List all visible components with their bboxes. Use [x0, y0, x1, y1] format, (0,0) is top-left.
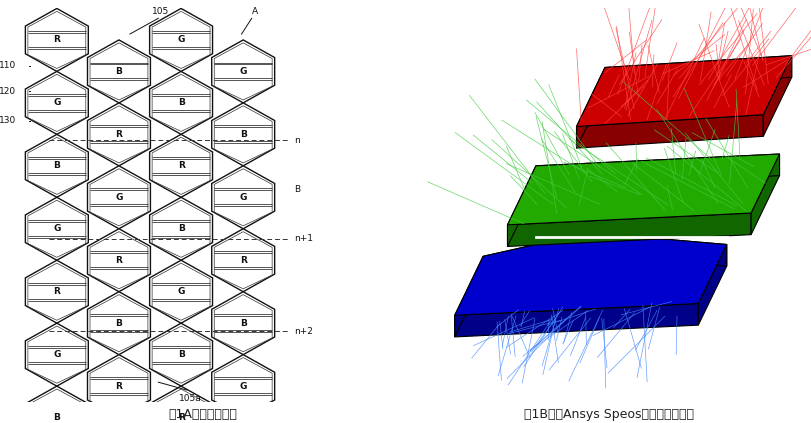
Polygon shape [149, 135, 212, 197]
Polygon shape [149, 323, 212, 386]
Text: R: R [178, 161, 184, 170]
Polygon shape [25, 386, 88, 423]
Polygon shape [454, 256, 483, 337]
Polygon shape [212, 103, 274, 166]
Text: 110: 110 [0, 61, 16, 70]
Polygon shape [149, 71, 212, 135]
Text: B: B [239, 130, 247, 139]
Text: B: B [239, 319, 247, 328]
Polygon shape [25, 197, 88, 260]
Text: B: B [178, 350, 184, 359]
Polygon shape [212, 354, 274, 418]
Polygon shape [149, 386, 212, 423]
Polygon shape [25, 260, 88, 323]
Text: R: R [54, 287, 60, 296]
Polygon shape [88, 166, 150, 229]
Polygon shape [535, 154, 779, 187]
Text: 120: 120 [0, 87, 16, 96]
Polygon shape [25, 71, 88, 135]
Text: B: B [54, 413, 60, 422]
Text: B: B [115, 319, 122, 328]
Polygon shape [483, 233, 588, 278]
Polygon shape [212, 292, 274, 354]
Polygon shape [576, 67, 604, 148]
Text: G: G [177, 36, 185, 44]
Polygon shape [88, 40, 150, 103]
Text: G: G [239, 193, 247, 202]
Text: B: B [178, 224, 184, 233]
Polygon shape [212, 40, 274, 103]
Polygon shape [25, 323, 88, 386]
Text: B: B [178, 99, 184, 107]
Polygon shape [454, 233, 726, 315]
Text: R: R [239, 256, 247, 265]
Polygon shape [507, 154, 779, 225]
Text: G: G [53, 350, 61, 359]
Text: R: R [115, 256, 122, 265]
Text: B: B [54, 161, 60, 170]
Polygon shape [25, 8, 88, 71]
Polygon shape [588, 233, 726, 266]
Text: R: R [178, 413, 184, 422]
Text: n+1: n+1 [294, 234, 313, 243]
Text: 130: 130 [0, 116, 16, 125]
Text: 105: 105 [152, 7, 169, 16]
Polygon shape [750, 154, 779, 235]
Text: G: G [115, 193, 122, 202]
Polygon shape [149, 8, 212, 71]
Text: n: n [294, 136, 300, 145]
Polygon shape [212, 229, 274, 292]
Text: B: B [294, 185, 300, 194]
Polygon shape [88, 229, 150, 292]
Text: 图1A：专利参考图: 图1A：专利参考图 [169, 408, 237, 421]
Text: n+2: n+2 [294, 327, 313, 335]
Text: 图1B：在Ansys Speos建立的光学模型: 图1B：在Ansys Speos建立的光学模型 [523, 408, 693, 421]
Polygon shape [576, 56, 791, 126]
Text: G: G [177, 287, 185, 296]
Text: B: B [115, 67, 122, 76]
Polygon shape [507, 213, 750, 247]
Polygon shape [762, 56, 791, 136]
Polygon shape [88, 292, 150, 354]
Polygon shape [88, 354, 150, 418]
Text: G: G [239, 382, 247, 390]
Text: A: A [251, 7, 258, 16]
Polygon shape [149, 197, 212, 260]
Polygon shape [88, 103, 150, 166]
Text: R: R [54, 36, 60, 44]
Polygon shape [604, 56, 791, 89]
Text: R: R [115, 130, 122, 139]
Polygon shape [212, 166, 274, 229]
Polygon shape [697, 244, 726, 325]
Polygon shape [507, 166, 535, 247]
Polygon shape [25, 135, 88, 197]
Polygon shape [149, 260, 212, 323]
Polygon shape [576, 115, 762, 148]
Text: G: G [53, 99, 61, 107]
Text: R: R [115, 382, 122, 390]
Polygon shape [454, 304, 697, 337]
Text: G: G [239, 67, 247, 76]
Text: G: G [53, 224, 61, 233]
Text: 105a: 105a [179, 394, 202, 403]
